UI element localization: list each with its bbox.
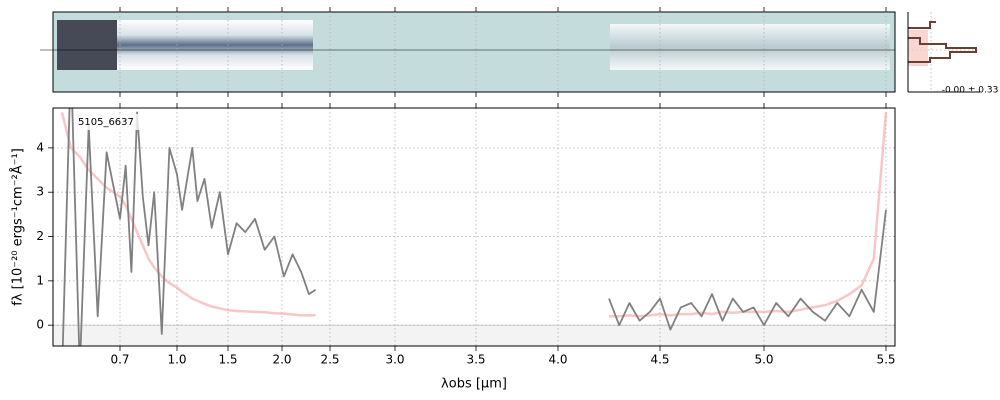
x-tick-label: 3.5 xyxy=(466,353,485,367)
x-tick-label: 2.5 xyxy=(320,353,339,367)
x-tick-label: 3.0 xyxy=(385,353,404,367)
x-tick-label: 4.5 xyxy=(650,353,669,367)
hist-label: -0.00 ± 0.33 xyxy=(942,86,999,96)
spectrum-2d-trace xyxy=(117,20,313,70)
x-tick-label: 2.0 xyxy=(272,353,291,367)
hist-fill xyxy=(908,30,928,66)
plot-frame xyxy=(52,107,896,347)
x-tick-label: 5.0 xyxy=(754,353,773,367)
plot-area xyxy=(53,108,895,346)
hist-step xyxy=(908,21,977,63)
y-tick-label: 0 xyxy=(36,318,44,332)
x-tick-label: 1.5 xyxy=(218,353,237,367)
annotation-box xyxy=(75,114,141,130)
annotation: 5105_6637 xyxy=(78,117,134,128)
y-tick-label: 2 xyxy=(36,229,44,243)
spectrum-2d-noise xyxy=(57,20,117,70)
zero-band xyxy=(53,325,895,346)
y-tick-label: 1 xyxy=(36,273,44,287)
x-tick-label: 1.0 xyxy=(167,353,186,367)
error-line xyxy=(60,112,888,318)
flux-line xyxy=(61,108,887,346)
spectrum-2d-trace xyxy=(610,24,890,70)
y-axis-label: fλ [10⁻²⁰ ergs⁻¹cm⁻²Å⁻¹] xyxy=(10,148,26,306)
x-tick-label: 4.0 xyxy=(548,353,567,367)
y-tick-label: 4 xyxy=(36,140,44,154)
x-axis-label: λobs [μm] xyxy=(441,377,507,392)
spectrum-2d-frame xyxy=(52,11,896,93)
x-tick-label: 5.5 xyxy=(876,353,895,367)
x-tick-label: 0.7 xyxy=(110,353,129,367)
y-tick-label: 3 xyxy=(36,185,44,199)
